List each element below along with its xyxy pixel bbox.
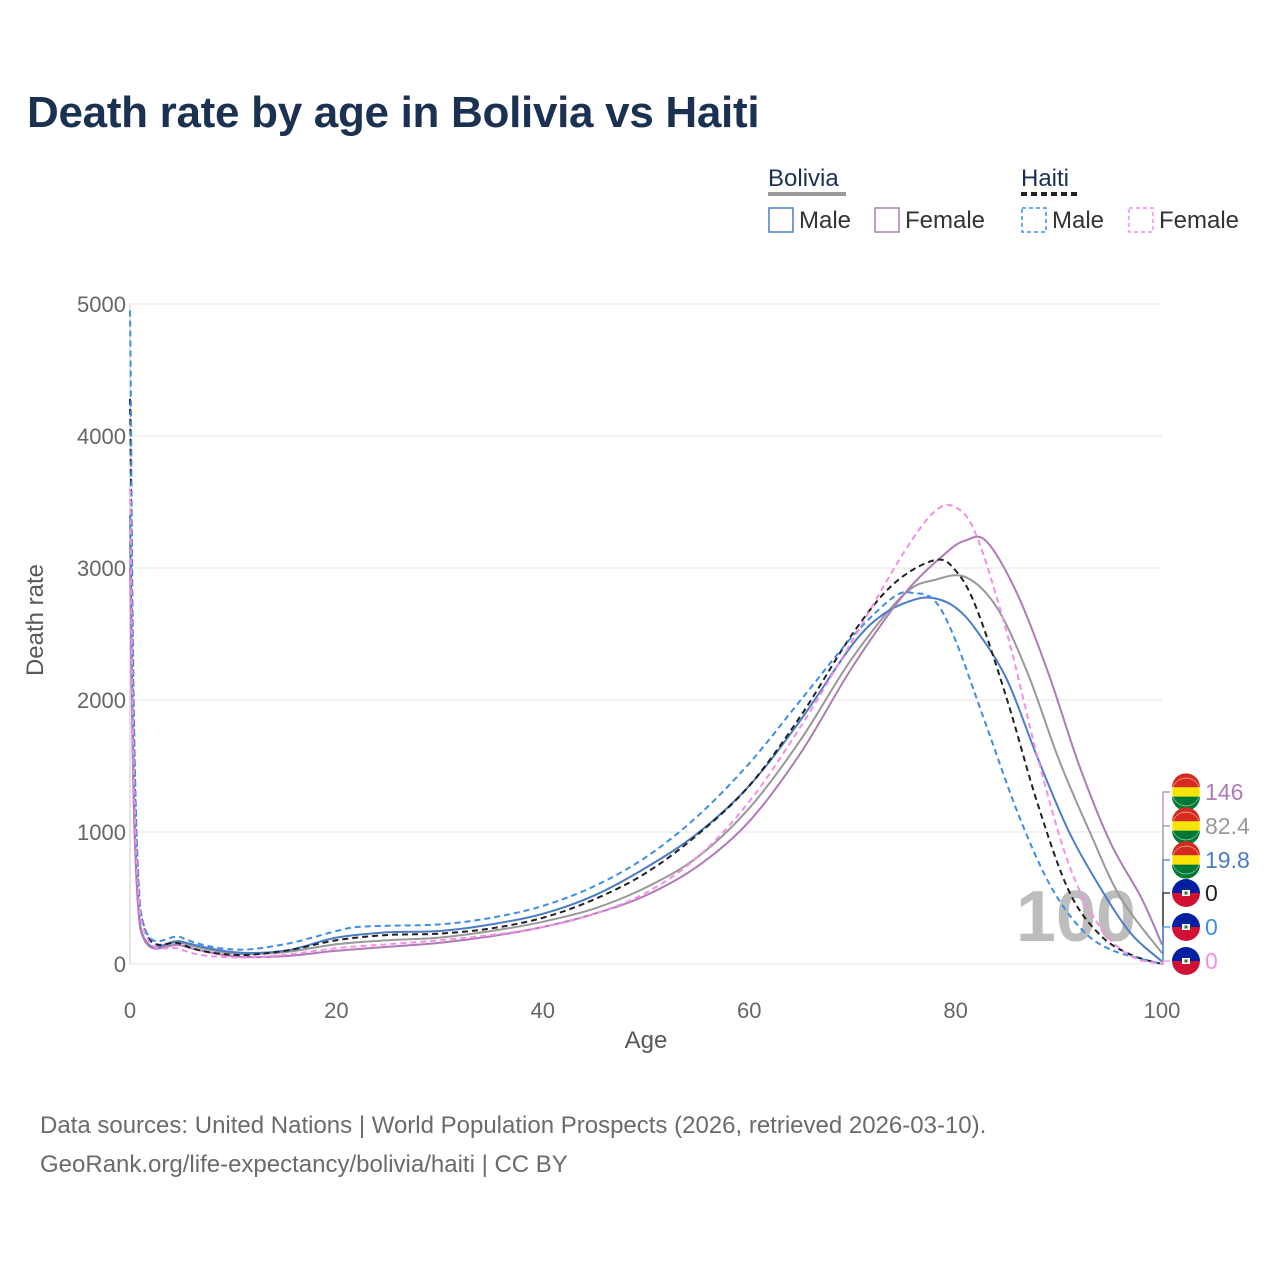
end-label-connector [1162,960,1170,965]
x-tick-label: 40 [531,998,555,1023]
y-tick-label: 0 [114,952,126,977]
legend-group-haiti: Haiti Male Female [1021,165,1239,234]
y-axis-label: Death rate [22,564,49,676]
y-tick-label: 3000 [77,556,126,581]
end-labels: 146 82.4 19.8 0 0 0 [1162,773,1250,975]
series-line-haiti-female[interactable] [129,488,1163,965]
x-tick-label: 0 [124,998,136,1023]
y-tick-label: 4000 [77,424,126,449]
haiti-flag-icon [1172,913,1200,941]
source-url[interactable]: GeoRank.org/life-expectancy/bolivia/hait… [40,1151,568,1178]
y-tick-label: 1000 [77,820,126,845]
x-tick-label: 20 [324,998,348,1023]
end-label-value: 82.4 [1205,813,1250,839]
legend-label-bolivia-female[interactable]: Female [905,207,985,234]
haiti-flag-icon [1172,879,1200,907]
legend-group-bolivia: Bolivia Male Female [768,165,985,234]
end-label-value: 19.8 [1205,847,1250,873]
bolivia-flag-icon [1171,841,1201,879]
end-label-value: 0 [1205,914,1218,940]
x-axis-label: Age [625,1027,668,1054]
chart-canvas: 0 1000 2000 3000 4000 5000 0 20 40 60 80 100 100 De… [22,165,1250,1054]
haiti-flag-icon [1172,947,1200,975]
legend-swatch-bolivia-male[interactable] [768,207,794,233]
legend-heading-haiti: Haiti [1021,165,1069,192]
legend-swatch-haiti-male[interactable] [1021,207,1047,233]
y-tick-label: 2000 [77,688,126,713]
grid [130,303,1162,965]
legend-swatch-haiti-female[interactable] [1128,207,1154,233]
series-lines [129,310,1163,965]
end-label-connector [1162,926,1170,965]
bolivia-flag-icon [1171,773,1201,811]
axis-ticks: 0 1000 2000 3000 4000 5000 0 20 40 60 80 100 [77,292,1180,1023]
data-source-note: Data sources: United Nations | World Pop… [40,1112,987,1139]
bolivia-flag-icon [1171,807,1201,845]
legend-label-bolivia-male[interactable]: Male [799,207,851,234]
legend-heading-bolivia: Bolivia [768,165,839,192]
series-line-bolivia-female[interactable] [129,535,1163,959]
end-label-value: 0 [1205,880,1218,906]
x-tick-label: 60 [737,998,761,1023]
legend-label-haiti-male[interactable]: Male [1052,207,1104,234]
chart-title: Death rate by age in Bolivia vs Haiti [27,88,760,137]
series-line-haiti-male[interactable] [129,310,1163,965]
end-label-value: 146 [1205,779,1243,805]
y-tick-label: 5000 [77,292,126,317]
legend-label-haiti-female[interactable]: Female [1159,207,1239,234]
x-tick-label: 80 [943,998,967,1023]
legend: Bolivia Male Female Haiti Male Female [768,165,1239,234]
end-label-value: 0 [1205,948,1218,974]
series-line-haiti-total[interactable] [129,398,1163,965]
x-tick-label: 100 [1144,998,1181,1023]
footer: Data sources: United Nations | World Pop… [40,1106,986,1184]
legend-swatch-bolivia-female[interactable] [874,207,900,233]
